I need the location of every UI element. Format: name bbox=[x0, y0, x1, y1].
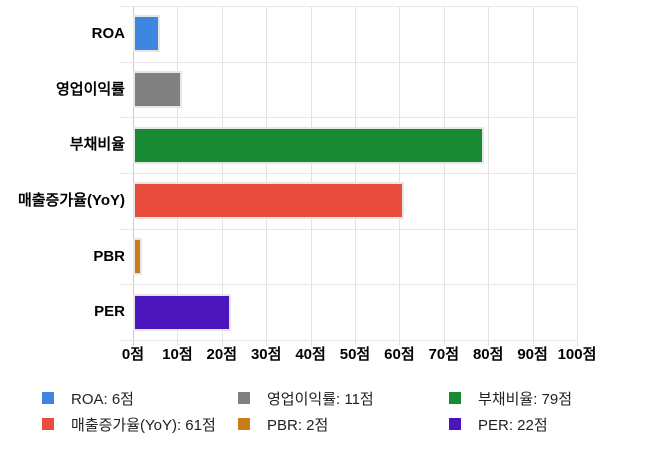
x-axis-line bbox=[133, 6, 134, 346]
legend-swatch-icon bbox=[238, 392, 250, 404]
x-axis-tick-label: 0점 bbox=[121, 346, 145, 363]
y-axis-label: 매출증가율(YoY) bbox=[17, 191, 125, 209]
horizontal-gridline bbox=[120, 117, 577, 119]
bar-PBR[interactable] bbox=[133, 238, 142, 275]
x-axis-tick-label: 50점 bbox=[339, 346, 371, 363]
horizontal-gridline bbox=[120, 6, 577, 7]
legend-swatch-icon bbox=[449, 392, 461, 404]
legend-label: 부채비율: 79점 bbox=[478, 390, 573, 408]
x-axis-tick-label: 90점 bbox=[517, 346, 548, 363]
vertical-gridline bbox=[266, 6, 268, 346]
legend-swatch-icon bbox=[42, 392, 54, 404]
x-axis-tick-label: 60점 bbox=[384, 346, 415, 363]
y-axis-label: PER bbox=[94, 303, 125, 321]
legend-swatch-icon bbox=[449, 418, 461, 430]
horizontal-gridline bbox=[120, 340, 577, 341]
vertical-gridline bbox=[532, 6, 534, 346]
y-axis-label: ROA bbox=[91, 24, 125, 42]
legend-item[interactable]: PER: 22점 bbox=[449, 417, 632, 434]
x-axis-tick-label: 100점 bbox=[557, 346, 597, 363]
legend-item[interactable]: 부채비율: 79점 bbox=[449, 391, 632, 408]
legend-label: 매출증가율(YoY): 61점 bbox=[71, 416, 216, 434]
plot-area bbox=[120, 6, 578, 346]
legend-item[interactable]: ROA: 6점 bbox=[42, 391, 238, 408]
bar-ROA[interactable] bbox=[133, 15, 160, 53]
x-axis-tick-label: 30점 bbox=[250, 346, 282, 363]
legend-swatch-icon bbox=[42, 418, 54, 430]
vertical-gridline bbox=[355, 6, 356, 346]
x-axis-tick-label: 70점 bbox=[428, 346, 460, 363]
horizontal-gridline bbox=[120, 61, 577, 63]
y-axis-label: 영업이익률 bbox=[55, 80, 125, 98]
legend-label: 영업이익률: 11점 bbox=[267, 390, 374, 408]
horizontal-gridline bbox=[120, 228, 577, 230]
legend-item[interactable]: 매출증가율(YoY): 61점 bbox=[42, 417, 238, 434]
vertical-gridline bbox=[310, 6, 312, 346]
bar-부채비율[interactable] bbox=[133, 126, 484, 164]
legend-item[interactable]: PBR: 2점 bbox=[238, 417, 449, 434]
y-axis-label: PBR bbox=[93, 247, 125, 265]
x-axis-tick-label: 10점 bbox=[162, 346, 193, 363]
horizontal-gridline bbox=[120, 284, 577, 286]
bar-영업이익률[interactable] bbox=[133, 71, 182, 108]
legend-label: PBR: 2점 bbox=[267, 416, 329, 434]
vertical-gridline bbox=[399, 6, 401, 346]
legend-label: ROA: 6점 bbox=[71, 390, 134, 408]
vertical-gridline bbox=[221, 6, 223, 346]
legend-label: PER: 22점 bbox=[478, 416, 548, 434]
horizontal-gridline bbox=[120, 173, 577, 174]
vertical-gridline bbox=[443, 6, 445, 346]
vertical-gridline bbox=[577, 6, 578, 346]
y-axis-label: 부채비율 bbox=[69, 136, 125, 154]
bar-PER[interactable] bbox=[133, 293, 231, 331]
bar-매출증가율(YoY)[interactable] bbox=[133, 182, 404, 220]
vertical-gridline bbox=[177, 6, 179, 346]
x-axis-tick-label: 20점 bbox=[206, 346, 238, 363]
legend-item[interactable]: 영업이익률: 11점 bbox=[238, 391, 449, 408]
x-axis-tick-label: 40점 bbox=[295, 346, 326, 363]
legend-swatch-icon bbox=[238, 418, 250, 430]
x-axis-tick-label: 80점 bbox=[472, 346, 504, 363]
vertical-gridline bbox=[488, 6, 490, 346]
